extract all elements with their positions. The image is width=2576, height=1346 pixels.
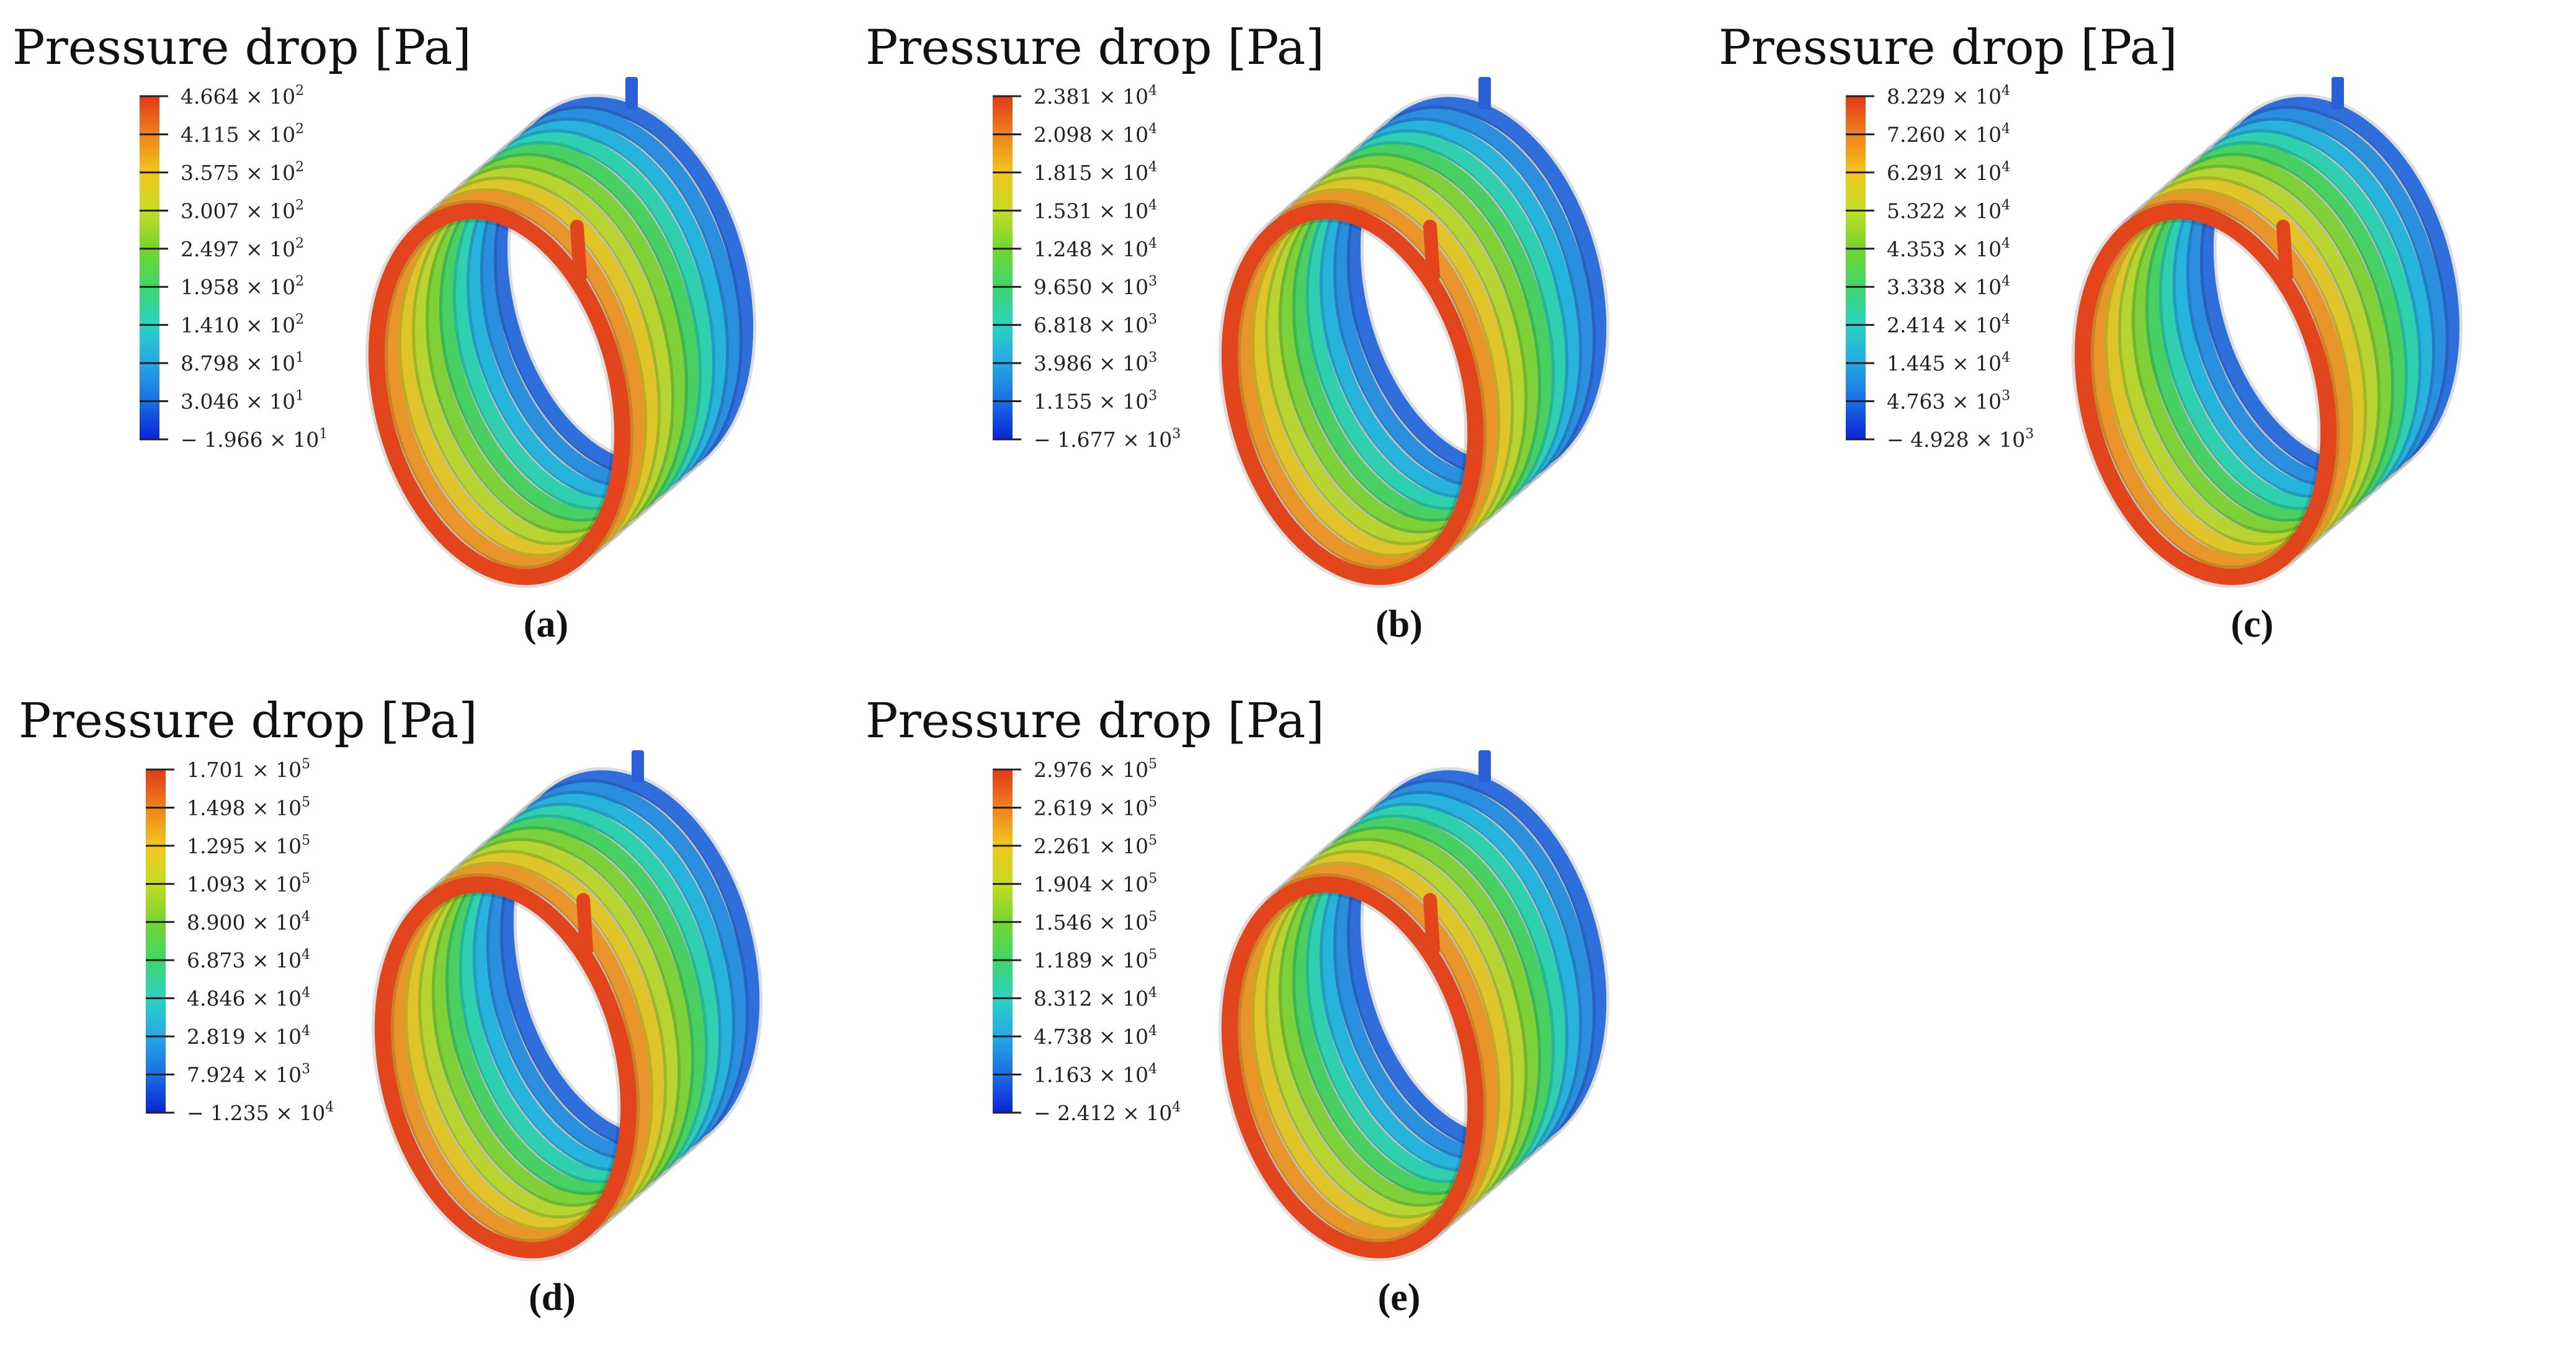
colorbar-tick-label: 4.353 × 104 [1887, 236, 2010, 261]
colorbar-tick-label: 1.155 × 103 [1034, 388, 1157, 414]
panel-e-graphic: 2.976 × 105 2.619 × 105 2.261 × 105 1.904 ×… [993, 750, 1610, 1262]
panel-a-label: (a) [523, 603, 569, 645]
coil-inner-tube [1423, 893, 1440, 956]
colorbar-tick-label: 1.163 × 104 [1034, 1062, 1157, 1087]
panel-c-title: Pressure drop [Pa] [1719, 20, 2178, 76]
colorbar [140, 96, 159, 439]
coil-inlet [625, 77, 638, 109]
colorbar-tick-label: 4.763 × 103 [1887, 388, 2010, 414]
coil-inlet [1478, 750, 1491, 783]
coil-inlet [2332, 77, 2344, 109]
coil-inner-tube [2276, 220, 2293, 283]
colorbar-tick-label: 3.986 × 103 [1034, 350, 1157, 375]
colorbar-tick-label: 2.261 × 105 [1034, 833, 1157, 858]
panel-d: 1.701 × 105 1.498 × 105 1.295 × 105 1.093 ×… [19, 686, 875, 1344]
coil-inner-tube [570, 220, 587, 283]
coil-inlet [632, 750, 644, 783]
coil [371, 750, 763, 1262]
coil-turn [1221, 203, 1484, 585]
coil-turn [1221, 876, 1484, 1259]
colorbar [993, 769, 1013, 1113]
coil [2071, 77, 2463, 588]
colorbar-tick-label: 1.248 × 104 [1034, 236, 1157, 261]
colorbar-tick-label: 8.798 × 101 [181, 350, 304, 375]
panel-a-graphic: 4.664 × 102 4.115 × 102 3.575 × 102 3.007 ×… [140, 77, 757, 588]
coil-inner-tube [1423, 220, 1440, 283]
colorbar-tick-label: − 1.235 × 104 [187, 1100, 334, 1125]
coil [365, 77, 757, 588]
colorbar-tick-label: − 1.966 × 101 [181, 426, 328, 452]
colorbar-tick-label: 1.445 × 104 [1887, 350, 2010, 375]
coil [1218, 750, 1610, 1262]
colorbar-tick-label: 2.414 × 104 [1887, 312, 2010, 338]
colorbar-tick-label: − 4.928 × 103 [1887, 426, 2034, 452]
colorbar-tick-label: 4.846 × 104 [187, 985, 310, 1011]
colorbar-tick-label: 9.650 × 103 [1034, 274, 1157, 299]
colorbar-tick-label: 3.007 × 102 [181, 197, 304, 223]
panel-e: 2.976 × 105 2.619 × 105 2.261 × 105 1.904 ×… [865, 686, 1722, 1344]
colorbar-tick-label: 7.924 × 103 [187, 1062, 310, 1087]
colorbar-tick-label: 3.575 × 102 [181, 159, 304, 185]
colorbar-tick-label: 1.815 × 104 [1034, 159, 1157, 185]
panel-c: 8.229 × 104 7.260 × 104 6.291 × 104 5.322 ×… [1719, 12, 2575, 670]
panel-d-label: (d) [529, 1276, 576, 1319]
panel-b-graphic: 2.381 × 104 2.098 × 104 1.815 × 104 1.531 ×… [993, 77, 1610, 588]
colorbar-tick-label: 2.497 × 102 [181, 236, 304, 261]
colorbar-tick-label: 2.381 × 104 [1034, 83, 1157, 109]
panel-c-graphic: 8.229 × 104 7.260 × 104 6.291 × 104 5.322 ×… [1846, 77, 2463, 588]
panel-b-label: (b) [1375, 603, 1423, 645]
colorbar-tick-label: 1.093 × 105 [187, 871, 310, 896]
panel-d-graphic: 1.701 × 105 1.498 × 105 1.295 × 105 1.093 ×… [146, 750, 763, 1262]
colorbar-tick-label: 6.291 × 104 [1887, 159, 2010, 185]
coil-inner-tube [576, 893, 593, 956]
colorbar-tick-label: 8.900 × 104 [187, 909, 310, 935]
colorbar-tick-label: 3.338 × 104 [1887, 274, 2010, 299]
panel-c-label: (c) [2230, 603, 2274, 645]
colorbar-tick-label: 1.701 × 105 [187, 756, 310, 782]
colorbar-tick-label: 1.498 × 105 [187, 794, 310, 820]
coil-turn [374, 876, 637, 1259]
colorbar [146, 769, 166, 1113]
colorbar-tick-label: 8.312 × 104 [1034, 985, 1157, 1011]
colorbar-tick-label: 1.531 × 104 [1034, 197, 1157, 223]
panel-b: 2.381 × 104 2.098 × 104 1.815 × 104 1.531 ×… [865, 12, 1722, 670]
colorbar-tick-label: 1.904 × 105 [1034, 871, 1157, 896]
colorbar-tick-label: 2.976 × 105 [1034, 756, 1157, 782]
colorbar-tick-label: 1.546 × 105 [1034, 909, 1157, 935]
panel-e-title: Pressure drop [Pa] [865, 693, 1325, 749]
coil [1218, 77, 1610, 588]
panel-e-label: (e) [1377, 1276, 1421, 1319]
panel-b-title: Pressure drop [Pa] [865, 20, 1325, 76]
colorbar-tick-label: 1.295 × 105 [187, 833, 310, 858]
colorbar-tick-label: 2.819 × 104 [187, 1023, 310, 1049]
colorbar-tick-label: 7.260 × 104 [1887, 121, 2010, 146]
colorbar-tick-label: 2.619 × 105 [1034, 794, 1157, 820]
panel-a-title: Pressure drop [Pa] [12, 20, 472, 76]
colorbar-tick-label: − 2.412 × 104 [1034, 1100, 1181, 1125]
colorbar [993, 96, 1013, 439]
colorbar-tick-label: 1.189 × 105 [1034, 947, 1157, 972]
colorbar-tick-label: 4.115 × 102 [181, 121, 304, 146]
panel-a: 4.664 × 102 4.115 × 102 3.575 × 102 3.007 ×… [12, 12, 869, 670]
coil-turn [368, 203, 631, 585]
coil-turn [2074, 203, 2337, 585]
colorbar-tick-label: 2.098 × 104 [1034, 121, 1157, 146]
colorbar [1846, 96, 1866, 439]
colorbar-tick-label: 6.818 × 103 [1034, 312, 1157, 338]
colorbar-tick-label: 8.229 × 104 [1887, 83, 2010, 109]
colorbar-tick-label: 6.873 × 104 [187, 947, 310, 972]
colorbar-tick-label: 5.322 × 104 [1887, 197, 2010, 223]
colorbar-tick-label: 1.958 × 102 [181, 274, 304, 299]
colorbar-tick-label: 3.046 × 101 [181, 388, 304, 414]
coil-inlet [1478, 77, 1491, 109]
colorbar-tick-label: − 1.677 × 103 [1034, 426, 1181, 452]
colorbar-tick-label: 4.738 × 104 [1034, 1023, 1157, 1049]
panel-d-title: Pressure drop [Pa] [19, 693, 478, 749]
colorbar-tick-label: 4.664 × 102 [181, 83, 304, 109]
colorbar-tick-label: 1.410 × 102 [181, 312, 304, 338]
